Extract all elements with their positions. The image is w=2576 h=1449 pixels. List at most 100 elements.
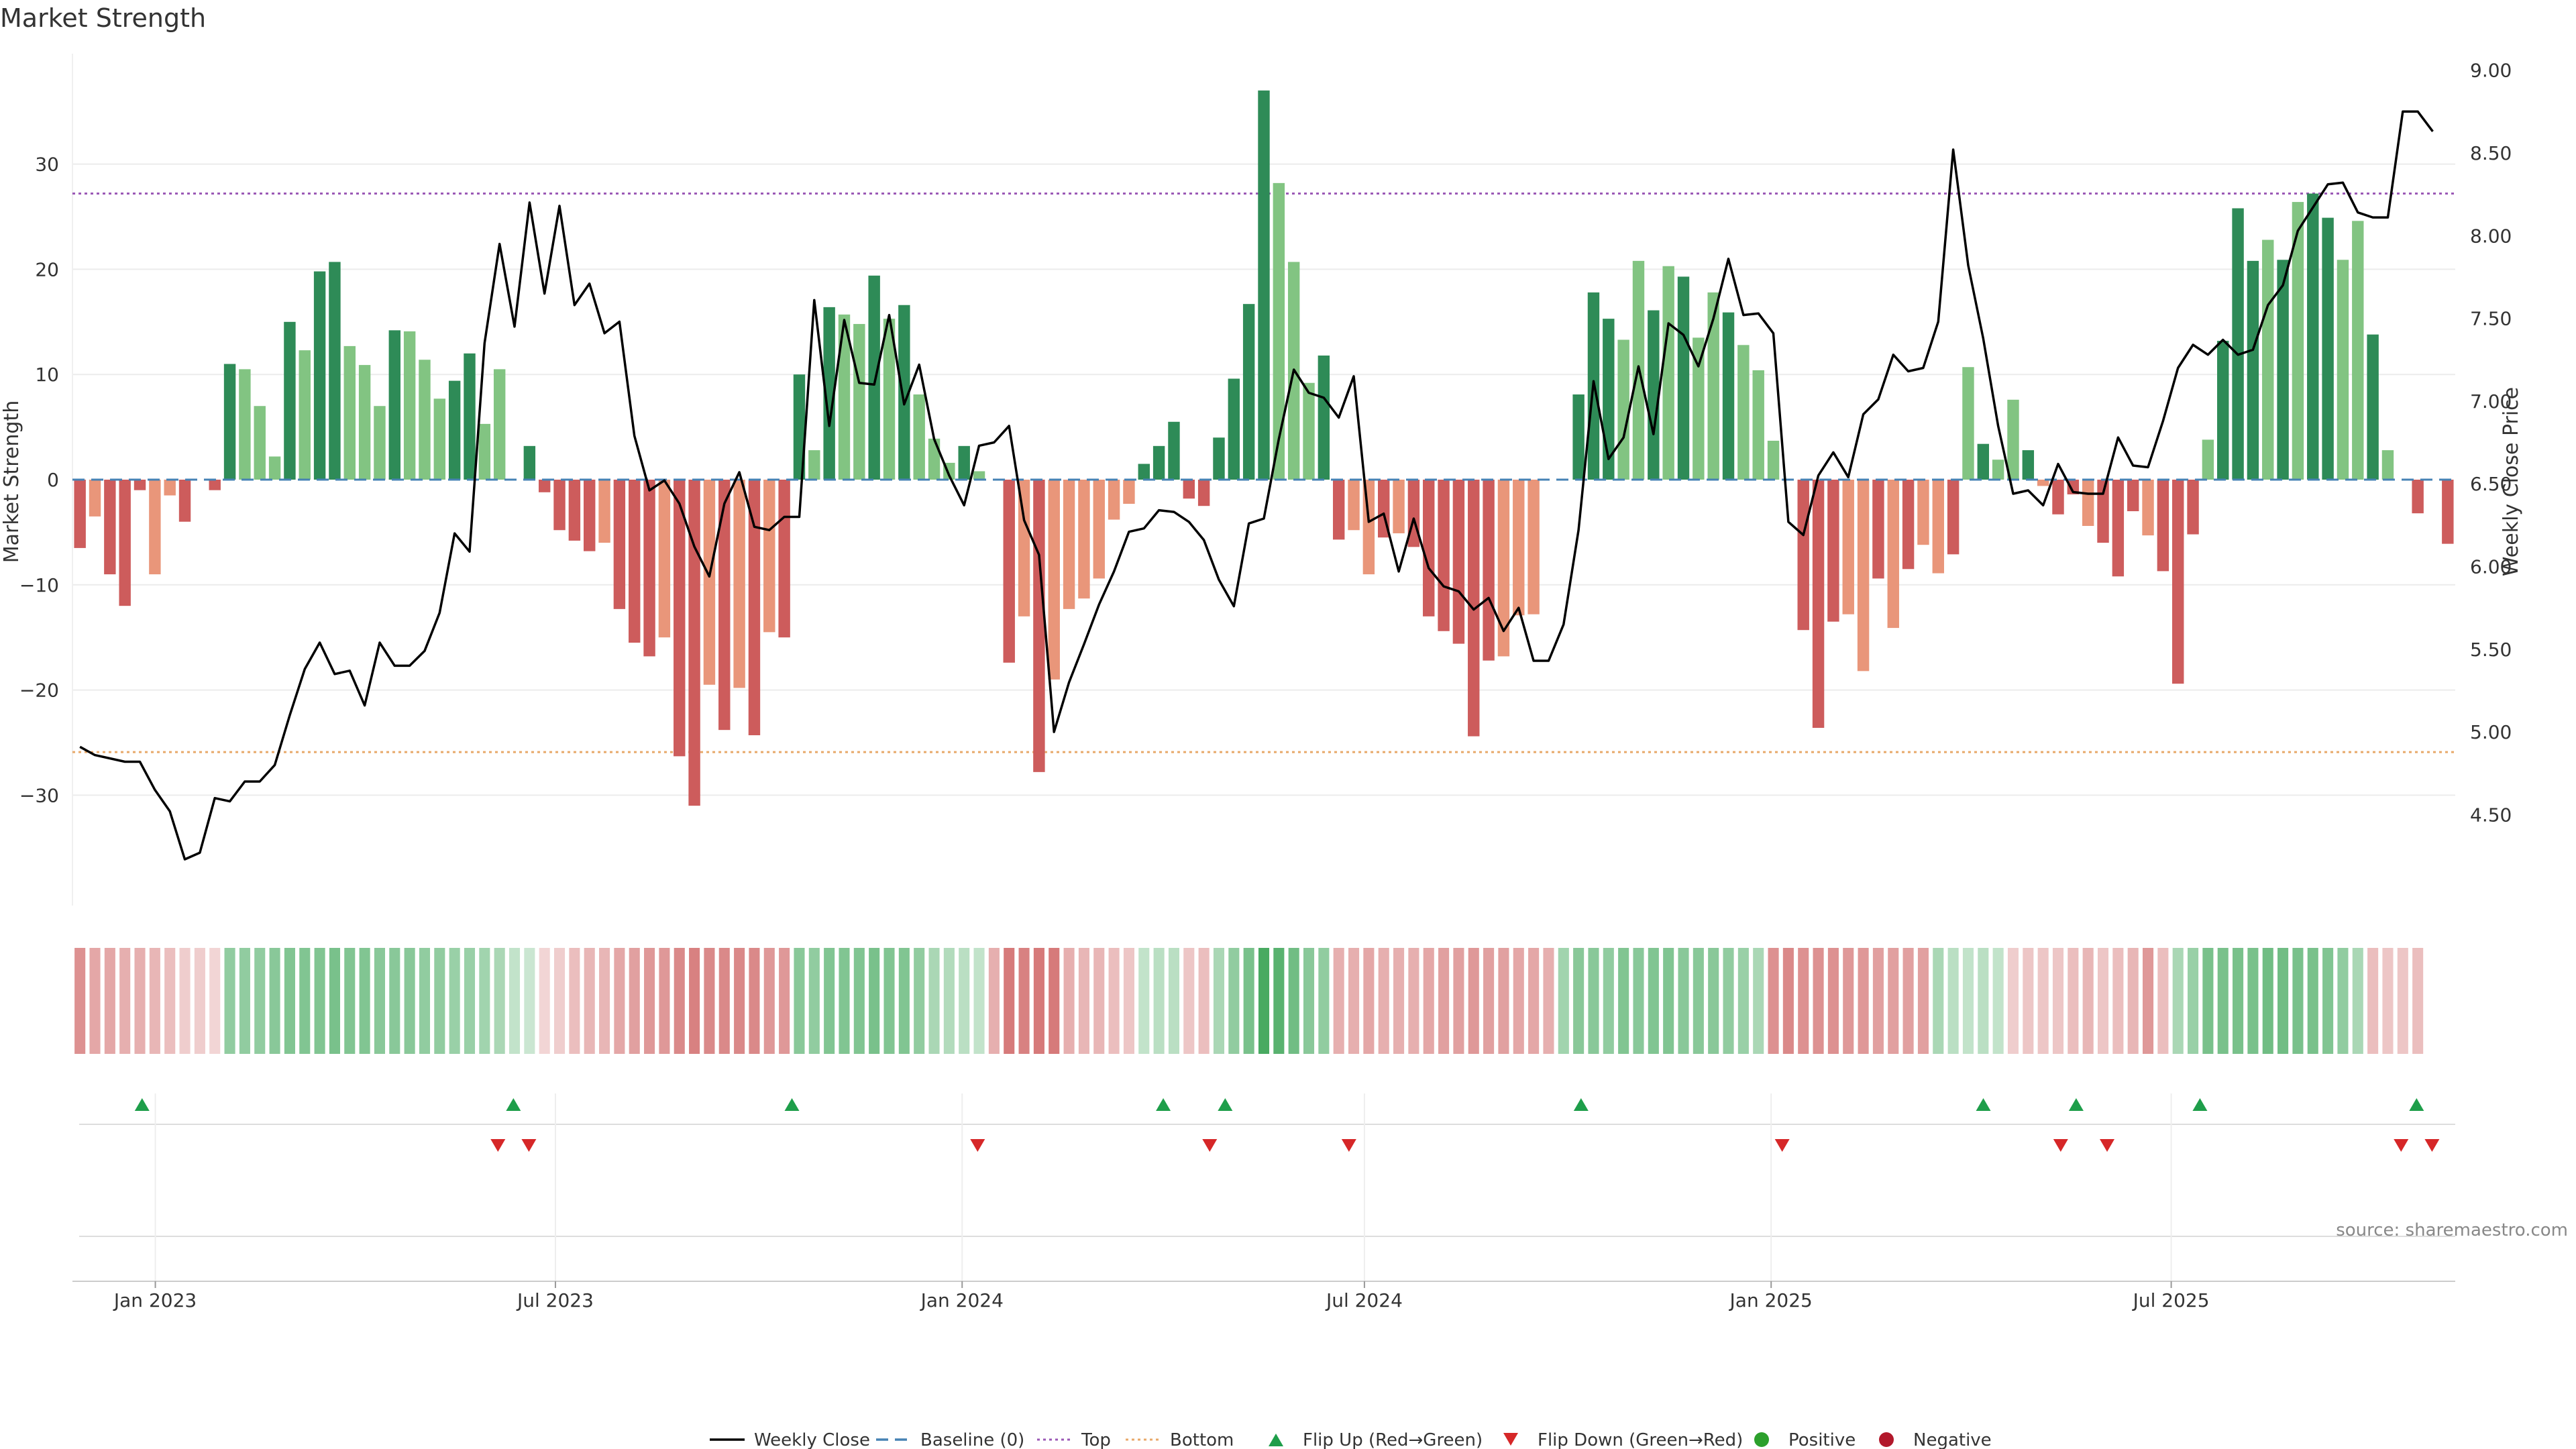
legend-item-flip_up: Flip Up (Red→Green): [1269, 1430, 1483, 1449]
strength-bar: [2412, 480, 2424, 514]
heat-cell: [779, 948, 790, 1054]
heat-cell: [404, 948, 415, 1054]
y-axis-right-title: Weekly Close Price: [2500, 387, 2523, 576]
strength-bar: [1348, 480, 1360, 531]
flip-up-marker: [2068, 1098, 2084, 1111]
heat-cell: [1588, 948, 1599, 1054]
strength-bar: [209, 480, 221, 490]
heat-cell: [1543, 948, 1554, 1054]
heat-cell: [1198, 948, 1210, 1054]
strength-bar: [2112, 480, 2125, 577]
weekly-close-line: [79, 110, 2434, 861]
heat-cell: [883, 948, 895, 1054]
strength-bar: [928, 438, 941, 480]
strength-bar: [1003, 480, 1015, 663]
strength-bar: [2381, 450, 2394, 480]
heat-cell: [2157, 948, 2169, 1054]
flip-up-marker: [506, 1098, 521, 1111]
strength-bar: [2367, 334, 2379, 480]
heat-cell: [1962, 948, 1974, 1054]
heat-cell: [329, 948, 340, 1054]
strength-bar: [2322, 217, 2334, 480]
heat-cell: [299, 948, 311, 1054]
strength-bar: [793, 374, 806, 480]
heat-cell: [674, 948, 685, 1054]
heat-cell: [1663, 948, 1674, 1054]
x-tick-label: Jan 2024: [920, 1289, 1004, 1311]
strength-bar: [823, 307, 835, 480]
strength-bar: [1438, 480, 1450, 631]
heat-cell: [1018, 948, 1030, 1054]
heat-cell: [2052, 948, 2064, 1054]
heat-cell: [1872, 948, 1884, 1054]
strength-bar: [164, 480, 176, 496]
heat-cell: [1483, 948, 1495, 1054]
strength-bar: [2172, 480, 2184, 684]
strength-bar: [464, 353, 476, 480]
flip-down-marker: [1341, 1139, 1356, 1152]
heat-cell: [2082, 948, 2094, 1054]
strength-bar: [2187, 480, 2199, 535]
legend-item-baseline: Baseline (0): [876, 1430, 1024, 1449]
weekly-close-series-line: [79, 110, 2434, 861]
heat-cell: [973, 948, 985, 1054]
flip-up-marker: [1218, 1098, 1233, 1111]
strength-bar: [1273, 182, 1285, 480]
heat-cell: [434, 948, 445, 1054]
heat-cell: [763, 948, 775, 1054]
strength-bar: [553, 480, 566, 531]
flip-down-marker: [2424, 1139, 2440, 1152]
heat-cell: [584, 948, 595, 1054]
heat-cell: [2097, 948, 2109, 1054]
y-axis-left-title: Market Strength: [0, 400, 23, 563]
heat-cell: [1753, 948, 1764, 1054]
heat-cell: [569, 948, 580, 1054]
strength-bar: [748, 480, 761, 735]
strength-bar: [1722, 312, 1735, 480]
heat-cell: [734, 948, 745, 1054]
strength-bar: [1362, 480, 1375, 575]
heat-cell: [1378, 948, 1389, 1054]
strength-bar: [538, 480, 551, 492]
strength-bar: [2097, 480, 2109, 543]
strength-bar: [568, 480, 581, 541]
heat-cell: [644, 948, 655, 1054]
heat-cell: [1288, 948, 1299, 1054]
flip-markers: [79, 1093, 2455, 1281]
strength-bar: [2007, 399, 2019, 480]
heat-cell: [2412, 948, 2424, 1054]
heat-cell: [1902, 948, 1914, 1054]
strength-bar: [2022, 450, 2035, 480]
heat-cell: [629, 948, 640, 1054]
legend-item-bottom: Bottom: [1126, 1430, 1234, 1449]
heat-cell: [1138, 948, 1150, 1054]
strength-bar: [1513, 480, 1525, 616]
heat-cell: [134, 948, 146, 1054]
strength-bar: [1018, 480, 1030, 616]
legend-label: Positive: [1788, 1430, 1856, 1449]
heat-cell: [1768, 948, 1779, 1054]
heat-cell: [1078, 948, 1089, 1054]
heat-cell: [1782, 948, 1794, 1054]
x-tick-label: Jul 2025: [2132, 1289, 2210, 1311]
x-axis: Jan 2023 Jul 2023 Jan 2024 Jul 2024 Jan 2025…: [72, 1281, 2455, 1311]
strength-bar: [1677, 276, 1690, 480]
legend-label: Top: [1081, 1430, 1111, 1449]
heat-cell: [1049, 948, 1060, 1054]
strength-bar: [374, 406, 386, 480]
strength-bar: [1078, 480, 1090, 599]
x-tick-label: Jan 2025: [1729, 1289, 1813, 1311]
heat-cell: [943, 948, 955, 1054]
strength-bar: [2262, 239, 2274, 480]
y-tick-label: 20: [35, 258, 59, 280]
heat-cell: [1573, 948, 1585, 1054]
heat-cell: [839, 948, 850, 1054]
heat-cell: [959, 948, 970, 1054]
heat-cell: [1213, 948, 1225, 1054]
heat-cell: [389, 948, 400, 1054]
legend-label: Flip Down (Green→Red): [1538, 1430, 1743, 1449]
strength-bar: [104, 480, 116, 575]
flip-up-marker: [2409, 1098, 2424, 1111]
strength-bar: [493, 369, 506, 480]
flip-down-marker: [970, 1139, 985, 1152]
